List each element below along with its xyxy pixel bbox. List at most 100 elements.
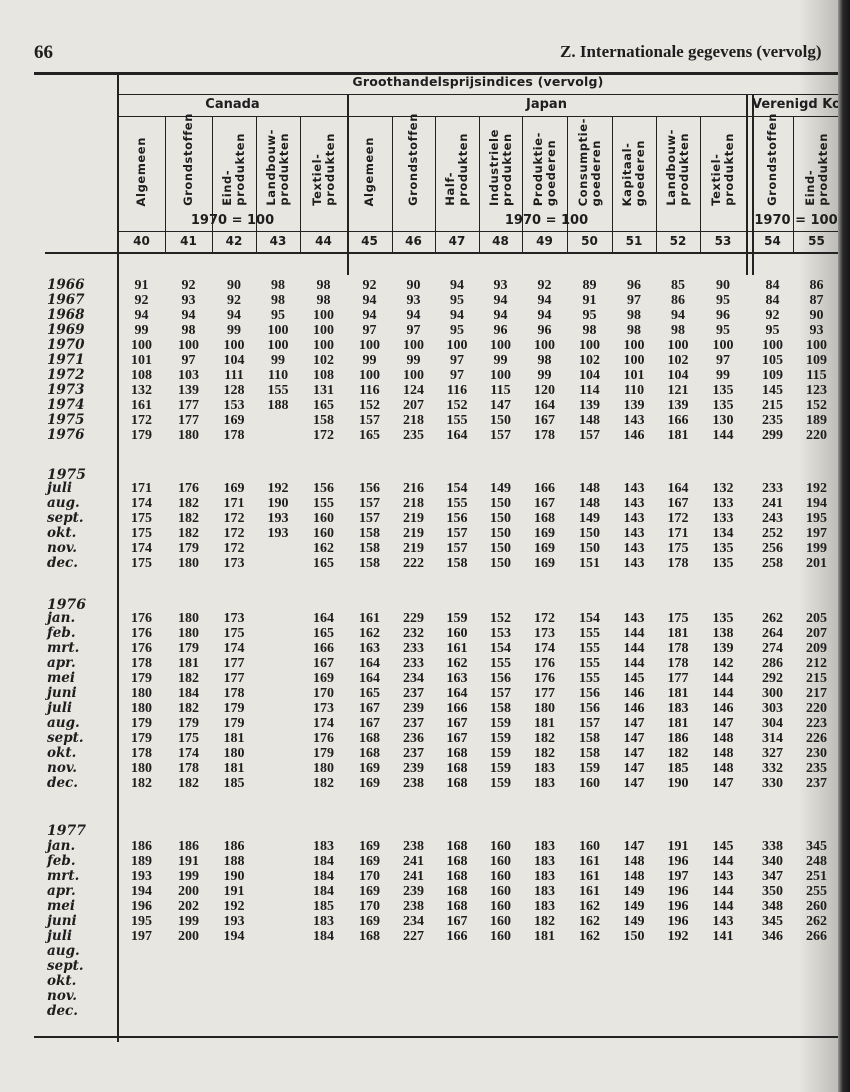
table-cell: 147 xyxy=(623,761,645,776)
table-cell: 190 xyxy=(267,496,289,511)
table-cell: 105 xyxy=(762,353,783,368)
table-cell: 97 xyxy=(450,368,464,383)
base-year-label: 1970 = 100 xyxy=(504,213,589,228)
table-cell: 166 xyxy=(446,929,468,944)
table-cell: 248 xyxy=(806,854,827,869)
table-cell: 235 xyxy=(762,413,783,428)
table-cell: 167 xyxy=(446,731,468,746)
column-header-text: Algemeen xyxy=(362,136,376,206)
row-label: dec. xyxy=(47,1003,78,1019)
table-cell: 114 xyxy=(579,383,600,398)
table-row: aug. 174 182 171 190 155 157 218 155 150 167 148 143… xyxy=(45,496,838,512)
table-cell: 173 xyxy=(223,611,245,626)
table-row: feb. 189 191 188 184 169 241 168 160 183 161 148 196… xyxy=(45,854,838,870)
table-cell: 155 xyxy=(490,656,511,671)
table-row: juli 180 182 179 173 167 239 166 158 180 156 146 183… xyxy=(45,701,838,717)
table-cell: 234 xyxy=(403,671,424,686)
column-number: 43 xyxy=(269,234,287,248)
table-cell: 139 xyxy=(623,398,645,413)
column-header: Grondstoffen xyxy=(165,113,212,206)
table-cell: 340 xyxy=(762,854,783,869)
table-cell: 132 xyxy=(712,481,734,496)
table-cell: 100 xyxy=(534,338,555,353)
table-cell: 169 xyxy=(223,413,245,428)
table-cell: 188 xyxy=(223,854,245,869)
table-cell: 150 xyxy=(490,556,511,571)
table-cell: 102 xyxy=(313,353,334,368)
table-cell: 155 xyxy=(579,671,600,686)
table-cell: 255 xyxy=(806,884,827,899)
table-cell: 243 xyxy=(762,511,783,526)
table-cell: 89 xyxy=(582,278,597,293)
column-header-text: Grondstoffen xyxy=(765,113,779,206)
column-divider xyxy=(612,116,613,253)
table-cell: 175 xyxy=(131,526,152,541)
table-cell: 226 xyxy=(806,731,827,746)
table-cell: 100 xyxy=(403,338,424,353)
table-cell: 192 xyxy=(223,899,245,914)
table-cell: 175 xyxy=(131,556,152,571)
table-cell: 97 xyxy=(181,353,196,368)
table-cell: 147 xyxy=(712,776,734,791)
table-cell: 178 xyxy=(534,428,555,443)
table-cell: 160 xyxy=(490,914,511,929)
column-divider xyxy=(347,94,349,275)
table-cell: 142 xyxy=(712,656,734,671)
table-cell: 314 xyxy=(762,731,783,746)
table-cell: 177 xyxy=(178,413,199,428)
row-label: aug. xyxy=(47,715,80,731)
column-number: 52 xyxy=(669,234,687,248)
table-cell: 155 xyxy=(579,656,600,671)
table-cell: 99 xyxy=(271,353,285,368)
table-cell: 160 xyxy=(490,869,511,884)
table-cell: 171 xyxy=(667,526,689,541)
table-cell: 175 xyxy=(667,611,689,626)
table-cell: 183 xyxy=(667,701,689,716)
table-cell: 144 xyxy=(712,671,734,686)
table-cell: 303 xyxy=(762,701,783,716)
table-cell: 180 xyxy=(178,428,199,443)
table-cell: 169 xyxy=(359,761,380,776)
table-cell: 158 xyxy=(446,556,468,571)
row-label: jan. xyxy=(47,610,76,626)
table-cell: 292 xyxy=(762,671,783,686)
table-cell: 93 xyxy=(181,293,196,308)
table-cell: 144 xyxy=(712,428,734,443)
column-header-text: Kapitaal- goederen xyxy=(620,139,647,206)
table-cell: 194 xyxy=(223,929,245,944)
table-cell: 262 xyxy=(762,611,783,626)
table-cell: 94 xyxy=(134,308,149,323)
table-cell: 218 xyxy=(403,496,424,511)
section-year-label: 1975 xyxy=(47,467,86,483)
table-cell: 180 xyxy=(313,761,334,776)
table-cell: 168 xyxy=(446,869,468,884)
table-row: okt. 175 182 172 193 160 158 219 157 150 169 150 143… xyxy=(45,526,838,542)
table-cell: 144 xyxy=(712,884,734,899)
table-row: 1967 92 93 92 98 98 94 93 95 94 94 91 97 86 95 84 87 xyxy=(45,293,838,309)
table-cell: 86 xyxy=(671,293,685,308)
table-cell: 192 xyxy=(806,481,827,496)
country-header-japan: Japan xyxy=(526,97,567,112)
column-number: 40 xyxy=(133,234,150,248)
table-cell: 191 xyxy=(667,839,689,854)
table-cell: 168 xyxy=(446,854,468,869)
table-cell: 143 xyxy=(623,481,645,496)
table-cell: 174 xyxy=(131,541,152,556)
table-cell: 223 xyxy=(806,716,827,731)
column-header-text: Grondstoffen xyxy=(406,113,420,206)
table-cell: 94 xyxy=(406,308,421,323)
table-cell: 94 xyxy=(537,308,552,323)
row-label: mrt. xyxy=(47,640,80,656)
table-cell: 181 xyxy=(667,716,689,731)
table-row: 1973 132 139 128 155 131 116 124 116 115 120 114 110… xyxy=(45,383,838,399)
table-cell: 202 xyxy=(178,899,199,914)
table-cell: 163 xyxy=(446,671,468,686)
table-cell: 232 xyxy=(403,626,424,641)
table-cell: 158 xyxy=(359,541,380,556)
table-cell: 184 xyxy=(313,869,334,884)
table-cell: 135 xyxy=(712,556,734,571)
table-cell: 98 xyxy=(271,278,285,293)
table-cell: 183 xyxy=(534,854,555,869)
table-cell: 148 xyxy=(623,854,645,869)
table-cell: 169 xyxy=(359,914,380,929)
